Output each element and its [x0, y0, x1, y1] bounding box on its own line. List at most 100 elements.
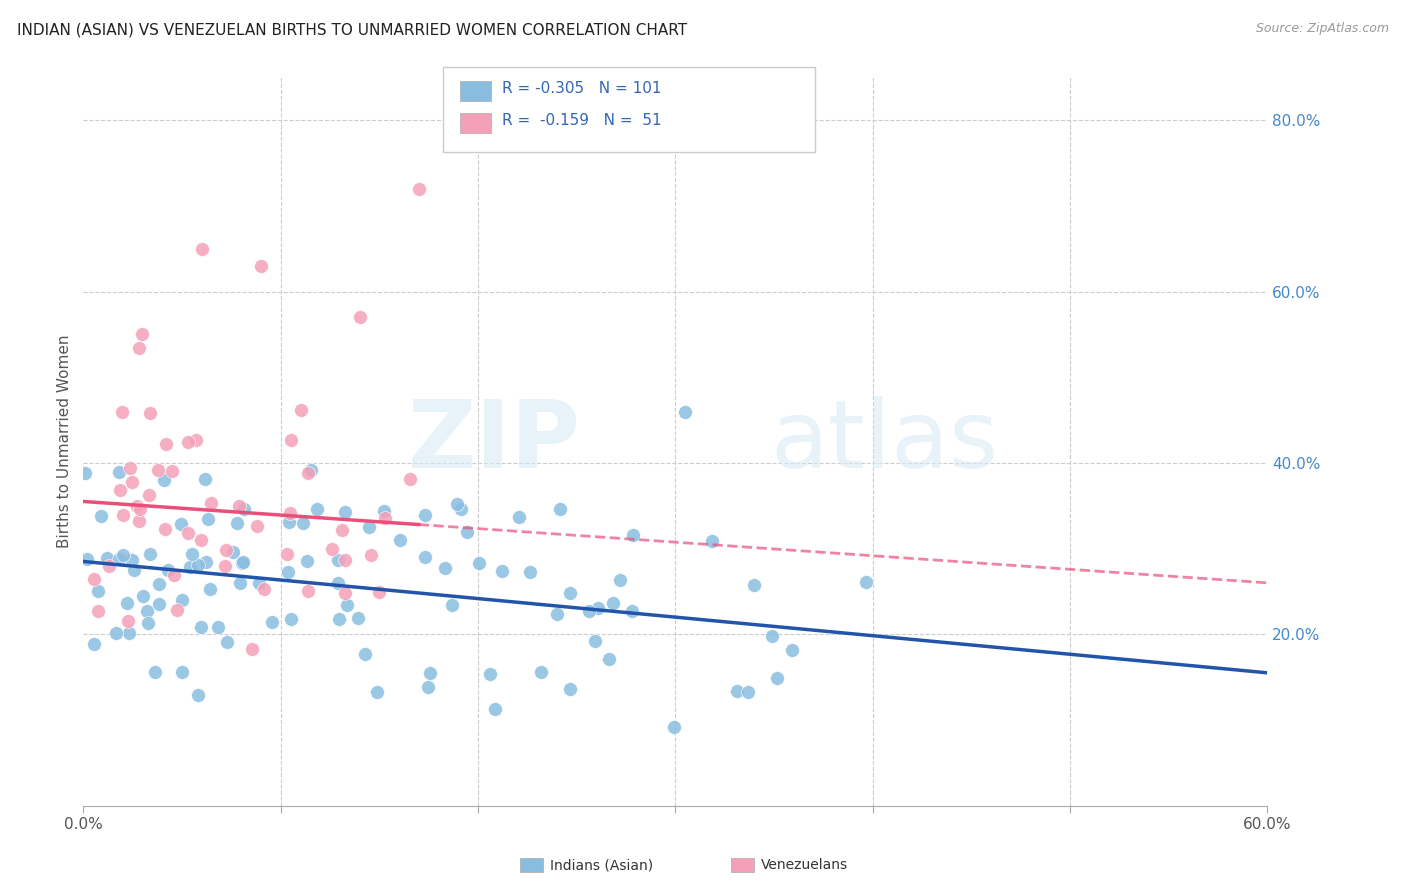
Point — [468, 557, 491, 571]
Point — [330, 523, 353, 537]
Point — [190, 242, 212, 256]
Point — [578, 604, 600, 618]
Point — [198, 582, 221, 596]
Point — [232, 502, 254, 516]
Point — [184, 433, 207, 447]
Point — [179, 560, 201, 574]
Point — [104, 626, 127, 640]
Point — [419, 666, 441, 681]
Point — [166, 603, 188, 617]
Point — [702, 534, 724, 549]
Point — [152, 473, 174, 487]
Point — [280, 612, 302, 626]
Point — [367, 585, 389, 599]
Point — [328, 576, 350, 591]
Point — [307, 502, 329, 516]
Point — [558, 682, 581, 697]
Point — [76, 552, 98, 566]
Text: R = -0.305   N = 101: R = -0.305 N = 101 — [502, 81, 661, 95]
Point — [662, 720, 685, 734]
Point — [299, 463, 322, 477]
Point — [90, 509, 112, 524]
Point — [128, 515, 150, 529]
Point — [297, 584, 319, 599]
Point — [586, 601, 609, 615]
Point — [484, 701, 506, 715]
Point — [115, 595, 138, 609]
Point — [260, 615, 283, 629]
Point — [160, 464, 183, 478]
Point — [349, 310, 371, 325]
Point — [143, 665, 166, 679]
Point — [737, 685, 759, 699]
Point — [598, 652, 620, 666]
Point — [112, 508, 135, 522]
Point — [413, 508, 436, 522]
Point — [172, 593, 194, 607]
Point — [321, 541, 343, 556]
Point — [108, 552, 131, 566]
Point — [215, 543, 238, 558]
Point — [546, 607, 568, 621]
Point — [87, 604, 110, 618]
Point — [295, 554, 318, 568]
Text: Venezuelans: Venezuelans — [761, 858, 848, 872]
Point — [121, 475, 143, 489]
Point — [354, 647, 377, 661]
Point — [366, 684, 388, 698]
Point — [388, 533, 411, 547]
Point — [228, 499, 250, 513]
Point — [190, 533, 212, 547]
Point — [155, 437, 177, 451]
Point — [125, 499, 148, 513]
Point — [132, 590, 155, 604]
Point — [491, 564, 513, 578]
Point — [163, 568, 186, 582]
Point — [217, 635, 239, 649]
Point — [229, 576, 252, 591]
Point — [602, 596, 624, 610]
Point — [200, 496, 222, 510]
Point — [373, 503, 395, 517]
Point — [742, 578, 765, 592]
Point — [530, 665, 553, 679]
Point — [333, 553, 356, 567]
Point — [761, 629, 783, 643]
Point — [277, 566, 299, 580]
Text: ZIP: ZIP — [408, 395, 581, 488]
Point — [110, 483, 132, 498]
Point — [247, 576, 270, 591]
Point — [333, 504, 356, 518]
Point — [291, 516, 314, 531]
Point — [226, 516, 249, 530]
Point — [86, 583, 108, 598]
Point — [136, 615, 159, 630]
Point — [440, 598, 463, 612]
Point — [96, 551, 118, 566]
Point — [280, 433, 302, 447]
Point — [336, 598, 359, 612]
Point — [117, 614, 139, 628]
Point — [122, 563, 145, 577]
Point — [621, 604, 644, 618]
Point — [129, 502, 152, 516]
Point — [187, 558, 209, 573]
Point — [118, 461, 141, 475]
Point — [478, 667, 501, 681]
Point — [357, 520, 380, 534]
Point — [73, 467, 96, 481]
Point — [195, 555, 218, 569]
Text: R =  -0.159   N =  51: R = -0.159 N = 51 — [502, 113, 662, 128]
Point — [172, 665, 194, 680]
Y-axis label: Births to Unmarried Women: Births to Unmarried Women — [58, 334, 72, 549]
Point — [519, 566, 541, 580]
Point — [333, 586, 356, 600]
Point — [148, 462, 170, 476]
Text: Indians (Asian): Indians (Asian) — [550, 858, 652, 872]
Point — [765, 671, 787, 685]
Point — [197, 512, 219, 526]
Point — [180, 547, 202, 561]
Point — [297, 466, 319, 480]
Point — [408, 182, 430, 196]
Point — [148, 597, 170, 611]
